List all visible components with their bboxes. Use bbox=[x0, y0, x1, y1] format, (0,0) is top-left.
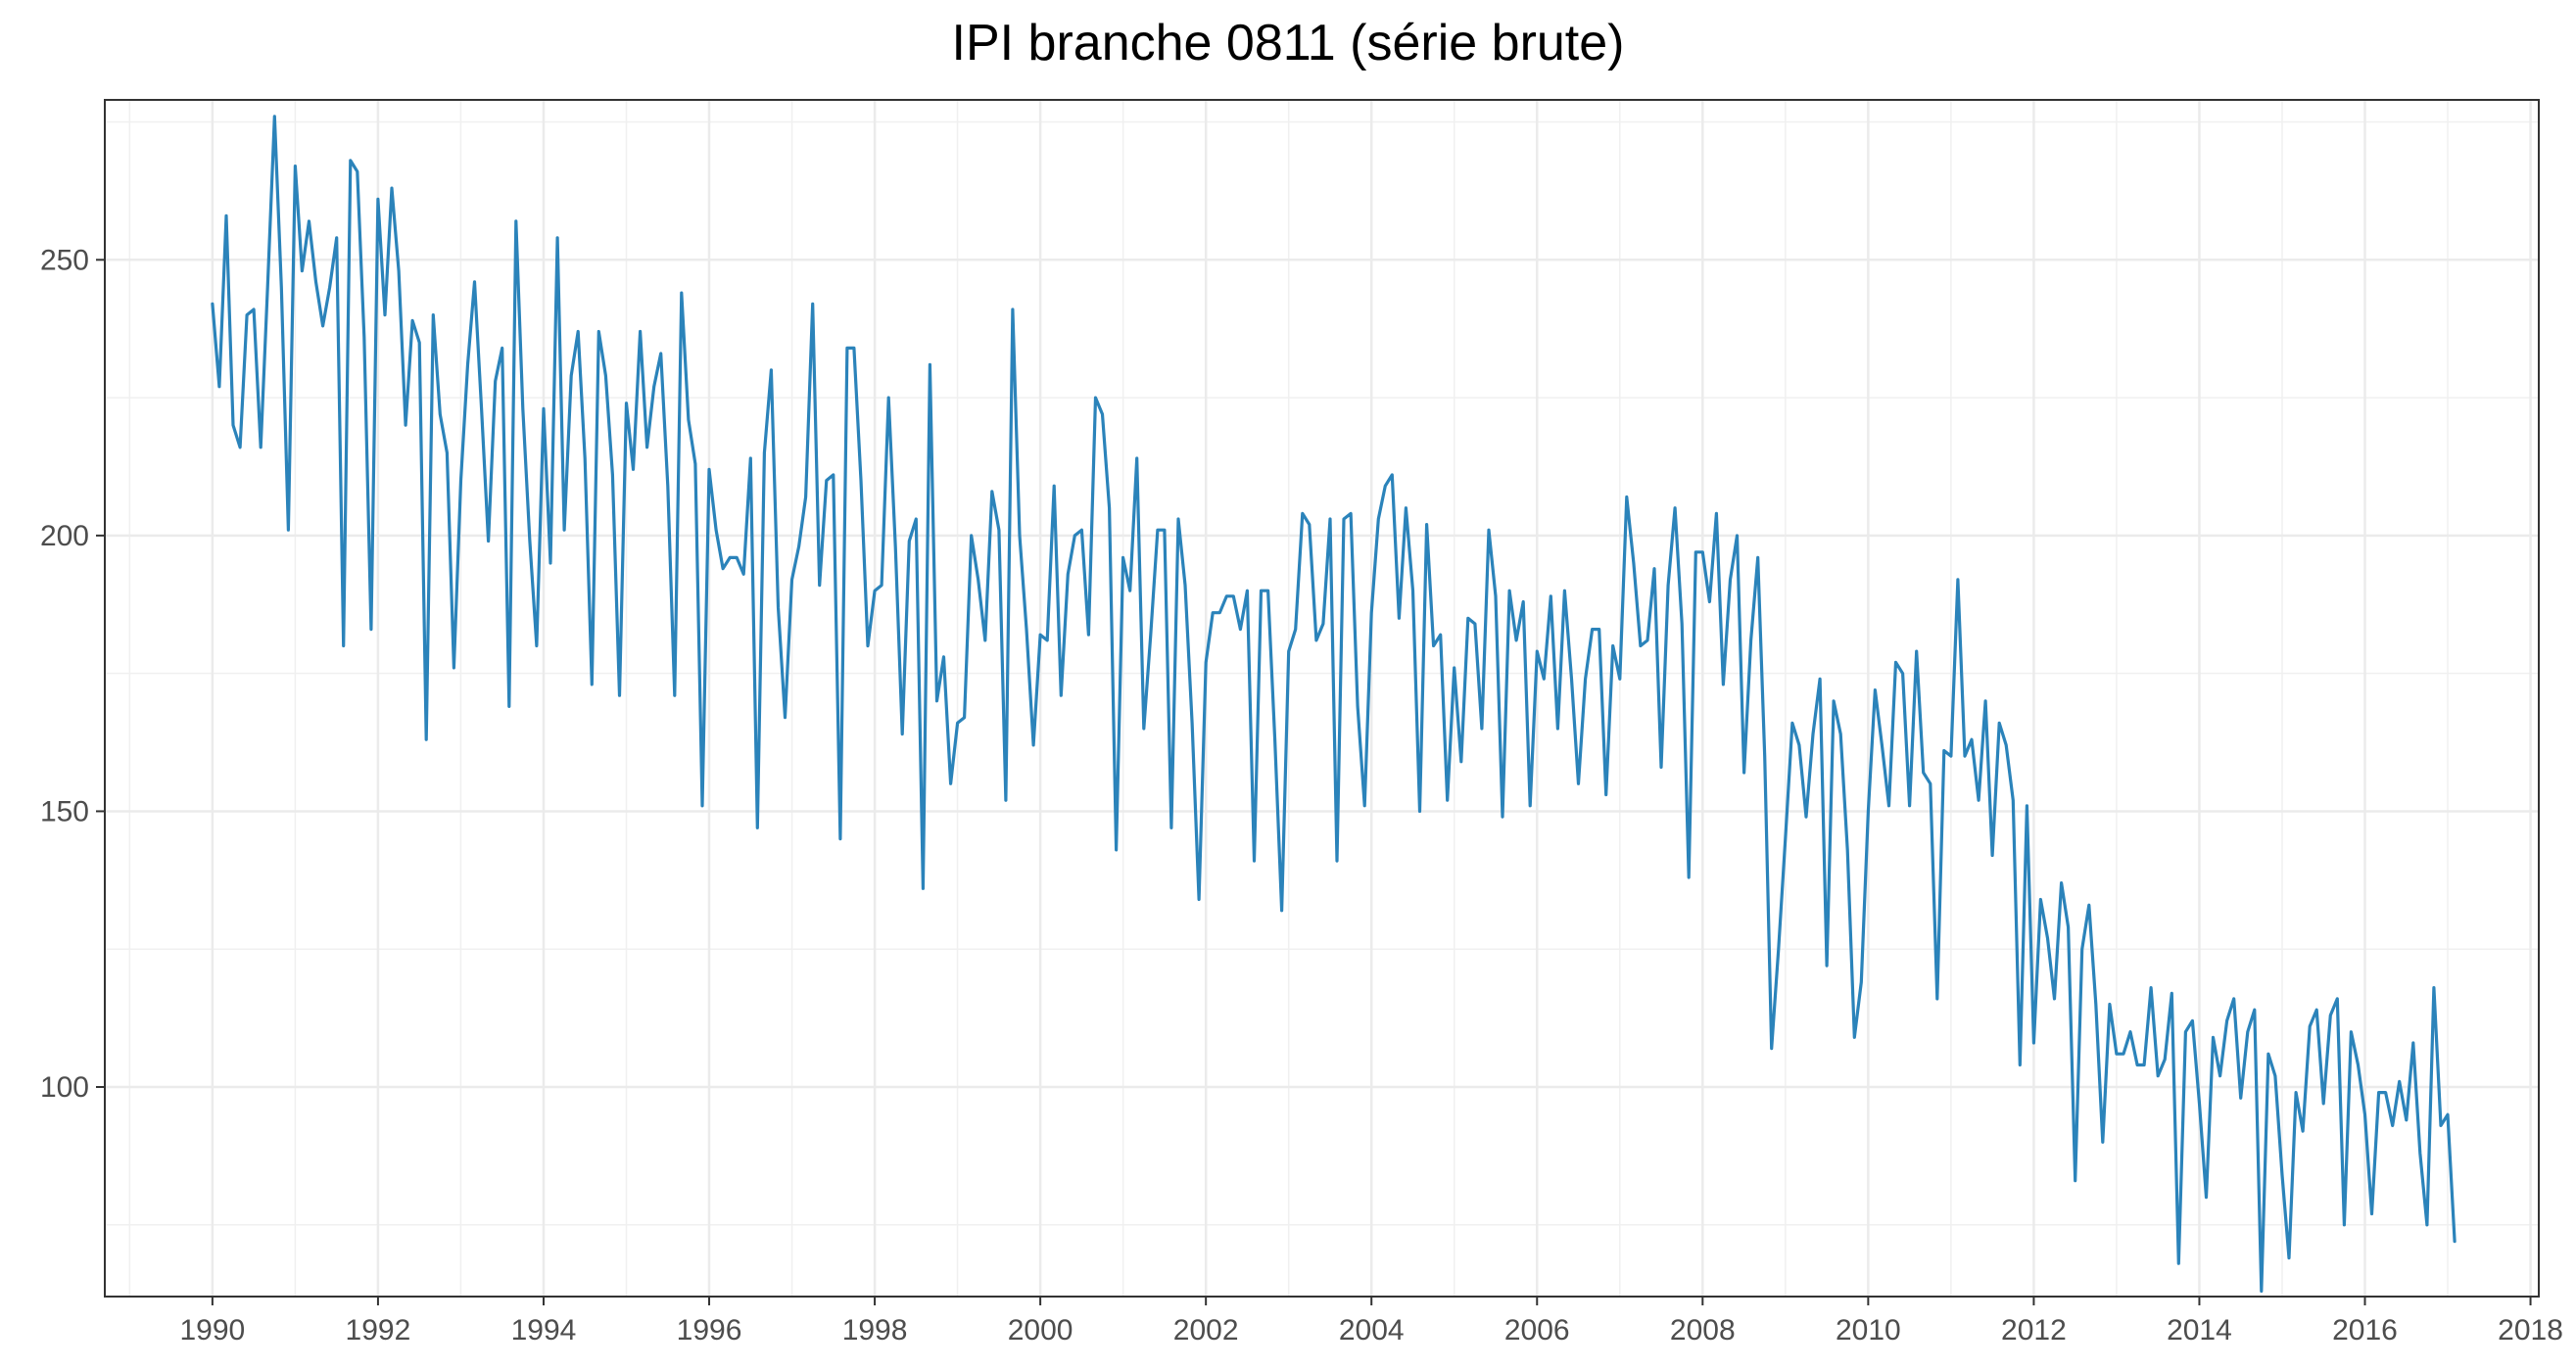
x-tick-label: 1998 bbox=[842, 1314, 908, 1346]
panel-border bbox=[104, 99, 2540, 1298]
y-tick-label: 150 bbox=[40, 795, 89, 827]
x-tick-label: 1992 bbox=[346, 1314, 411, 1346]
x-tick-label: 1994 bbox=[511, 1314, 577, 1346]
x-tick-label: 2014 bbox=[2167, 1314, 2232, 1346]
y-tick-label: 200 bbox=[40, 520, 89, 552]
x-tick-label: 2016 bbox=[2332, 1314, 2398, 1346]
x-tick-label: 2008 bbox=[1670, 1314, 1736, 1346]
x-tick-label: 2000 bbox=[1008, 1314, 1073, 1346]
x-tick-label: 2018 bbox=[2498, 1314, 2563, 1346]
x-tick-label: 1990 bbox=[180, 1314, 246, 1346]
x-tick-label: 1996 bbox=[677, 1314, 742, 1346]
y-tick-label: 250 bbox=[40, 244, 89, 276]
series-line-0 bbox=[211, 115, 2457, 1294]
x-tick-label: 2006 bbox=[1504, 1314, 1570, 1346]
x-tick-label: 2010 bbox=[1836, 1314, 1901, 1346]
y-tick-label: 100 bbox=[40, 1071, 89, 1104]
x-tick-label: 2004 bbox=[1339, 1314, 1405, 1346]
chart-title: IPI branche 0811 (série brute) bbox=[951, 15, 1625, 71]
x-tick-label: 2012 bbox=[2001, 1314, 2067, 1346]
x-tick-label: 2002 bbox=[1173, 1314, 1239, 1346]
